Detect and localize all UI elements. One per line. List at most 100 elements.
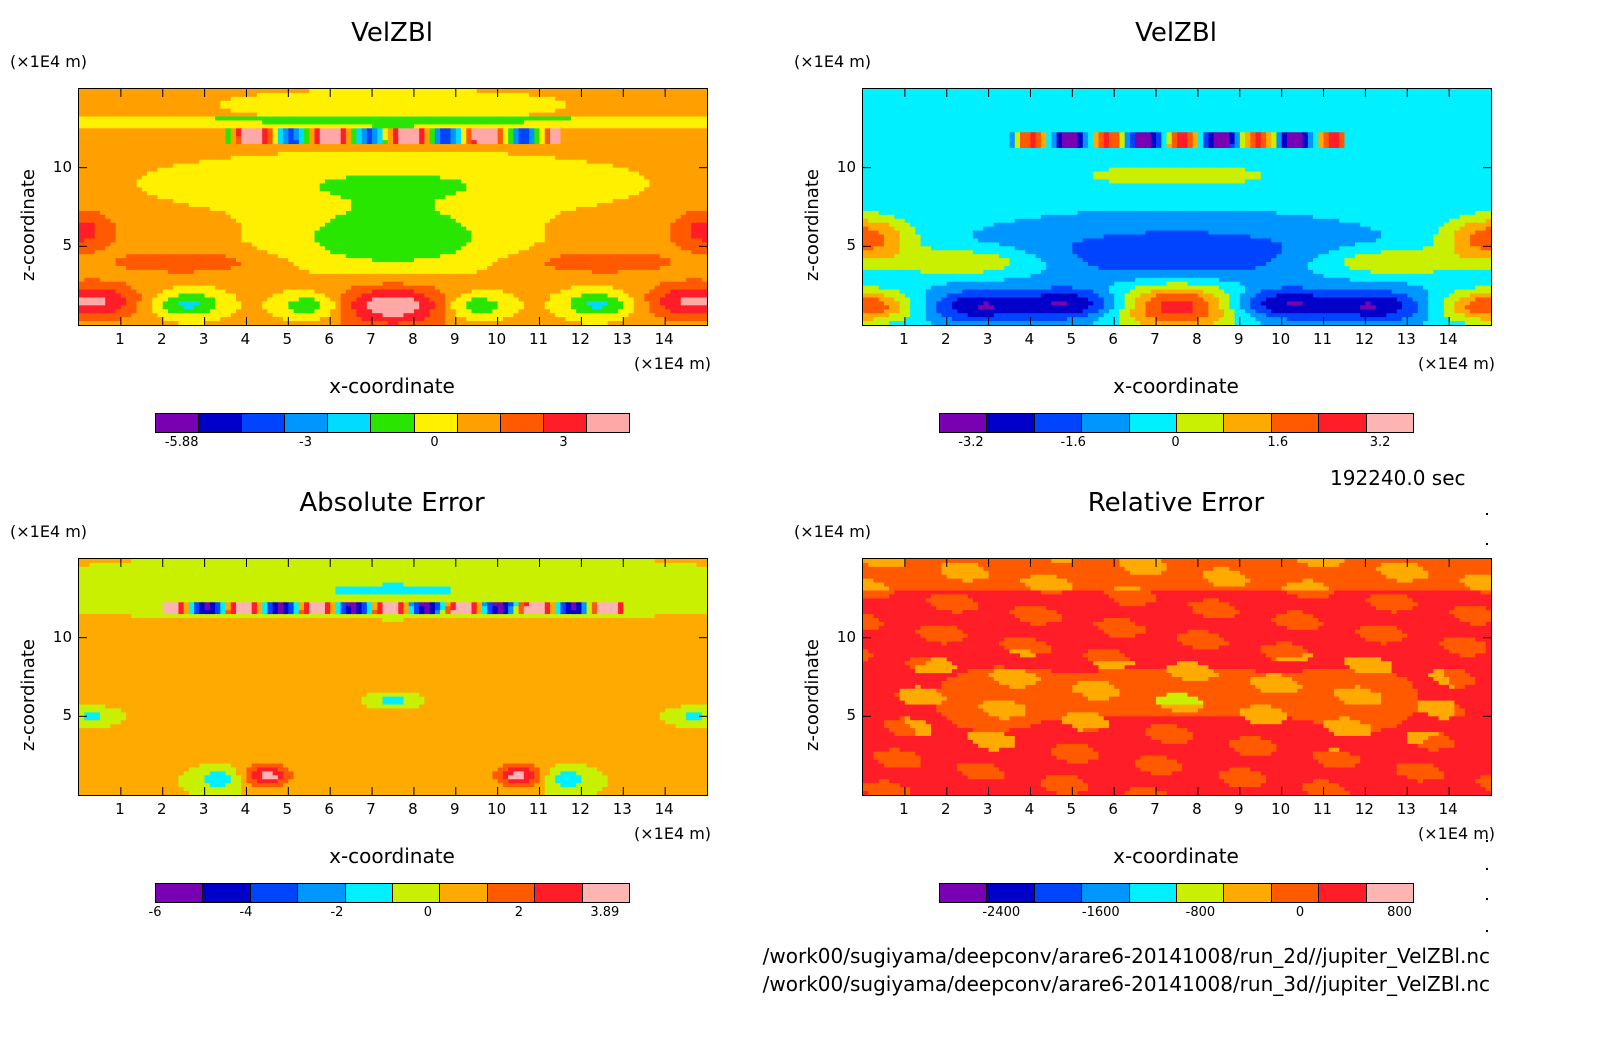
heatmap-cell — [612, 226, 619, 232]
heatmap-cell — [612, 179, 619, 184]
heatmap-cell — [382, 108, 389, 114]
heatmap-cell — [94, 92, 101, 98]
heatmap-cell — [487, 175, 494, 181]
heatmap-cell — [466, 238, 473, 243]
heatmap-cell — [487, 199, 494, 204]
heatmap-cell — [539, 171, 546, 177]
heatmap-cell — [319, 104, 326, 110]
heatmap-cell — [298, 100, 305, 106]
heatmap-cell — [550, 140, 556, 145]
heatmap-cell — [283, 100, 289, 106]
heatmap-cell — [644, 128, 651, 133]
heatmap-cell — [293, 230, 300, 236]
heatmap-cell — [471, 171, 478, 177]
heatmap-cell — [492, 195, 499, 200]
heatmap-cell — [461, 218, 467, 224]
heatmap-cell — [398, 234, 405, 240]
heatmap-cell — [570, 234, 577, 240]
heatmap-cell — [649, 183, 656, 188]
heatmap-cell — [324, 104, 331, 110]
heatmap-cell — [225, 191, 232, 196]
heatmap-cell — [115, 108, 122, 114]
heatmap-cell — [576, 238, 582, 243]
heatmap-cell — [372, 151, 378, 157]
heatmap-cell — [476, 124, 483, 129]
heatmap-cell — [403, 104, 410, 110]
heatmap-cell — [398, 155, 405, 161]
heatmap-cell — [508, 163, 514, 169]
heatmap-cell — [576, 100, 582, 106]
heatmap-cell — [403, 124, 410, 129]
heatmap-cell — [304, 246, 310, 251]
heatmap-cell — [283, 136, 289, 141]
heatmap-cell — [455, 104, 462, 110]
heatmap-cell — [544, 218, 551, 224]
heatmap-cell — [644, 195, 651, 200]
heatmap-cell — [105, 144, 111, 149]
heatmap-cell — [471, 203, 478, 208]
heatmap-cell — [209, 187, 216, 192]
heatmap-cell — [696, 183, 703, 188]
heatmap-cell — [209, 203, 216, 208]
heatmap-cell — [157, 187, 164, 192]
heatmap-cell — [450, 191, 457, 196]
heatmap-cell — [105, 234, 111, 240]
heatmap-cell — [691, 226, 698, 232]
heatmap-cell — [644, 230, 651, 236]
heatmap-cell — [644, 112, 651, 118]
heatmap-cell — [565, 214, 572, 220]
heatmap-cell — [413, 124, 420, 129]
heatmap-cell — [701, 179, 707, 184]
heatmap-cell — [424, 214, 431, 220]
heatmap-cell — [293, 183, 300, 188]
heatmap-cell — [173, 136, 180, 141]
heatmap-cell — [544, 210, 551, 216]
heatmap-cell — [618, 136, 624, 141]
heatmap-cell — [126, 203, 132, 208]
heatmap-cell — [570, 167, 577, 173]
heatmap-cell — [492, 144, 499, 149]
heatmap-cell — [377, 128, 384, 133]
heatmap-cell — [602, 96, 609, 102]
heatmap-cell — [262, 148, 268, 153]
heatmap-cell — [481, 124, 488, 129]
heatmap-cell — [560, 191, 567, 196]
heatmap-cell — [340, 132, 347, 137]
heatmap-cell — [293, 151, 300, 157]
heatmap-cell — [183, 242, 190, 247]
heatmap-cell — [633, 191, 640, 196]
heatmap-cell — [602, 191, 609, 196]
heatmap-cell — [492, 222, 499, 228]
heatmap-cell — [345, 92, 352, 98]
heatmap-cell — [215, 132, 221, 137]
heatmap-cell — [680, 203, 687, 208]
heatmap-cell — [361, 116, 368, 122]
heatmap-cell — [466, 210, 473, 216]
heatmap-cell — [131, 136, 138, 141]
heatmap-cell — [199, 222, 206, 228]
heatmap-cell — [194, 151, 200, 157]
heatmap-cell — [445, 234, 452, 240]
heatmap-cell — [162, 148, 169, 153]
heatmap-cell — [591, 96, 598, 102]
heatmap-cell — [215, 238, 221, 243]
heatmap-cell — [576, 183, 582, 188]
heatmap-cell — [492, 230, 499, 236]
heatmap-cell — [89, 214, 96, 220]
heatmap-cell — [366, 203, 373, 208]
heatmap-cell — [429, 144, 436, 149]
heatmap-cell — [209, 144, 216, 149]
heatmap-cell — [89, 89, 96, 94]
heatmap-cell — [696, 242, 703, 247]
heatmap-cell — [644, 199, 651, 204]
heatmap-cell — [675, 226, 682, 232]
heatmap-cell — [246, 148, 253, 153]
heatmap-cell — [696, 163, 703, 169]
heatmap-cell — [225, 175, 232, 181]
heatmap-cell — [241, 191, 248, 196]
heatmap-cell — [147, 238, 153, 243]
heatmap-cell — [141, 191, 148, 196]
heatmap-cell — [550, 151, 556, 157]
heatmap-cell — [183, 116, 190, 122]
heatmap-cell — [602, 199, 609, 204]
